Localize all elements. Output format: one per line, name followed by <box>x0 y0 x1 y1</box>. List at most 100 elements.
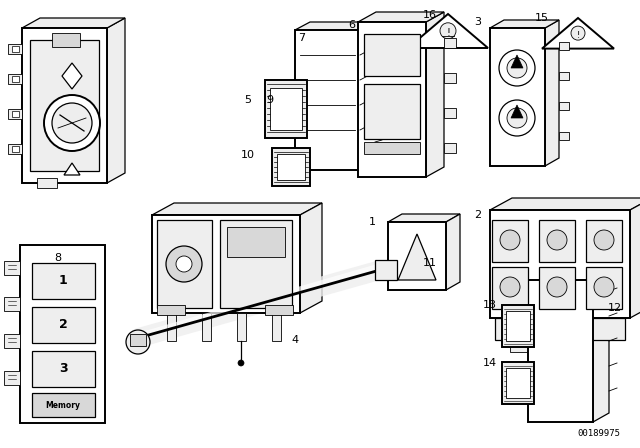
Bar <box>510 340 532 352</box>
Text: 16: 16 <box>423 10 437 20</box>
Circle shape <box>500 230 520 250</box>
Text: 10: 10 <box>241 150 255 160</box>
Bar <box>8 74 22 84</box>
Circle shape <box>507 58 527 78</box>
Bar <box>4 261 20 275</box>
Text: 3: 3 <box>474 17 481 27</box>
Bar <box>586 220 622 262</box>
Bar <box>559 102 569 110</box>
Bar <box>12 76 19 82</box>
Bar <box>32 307 95 343</box>
Bar <box>12 46 19 52</box>
Bar <box>444 108 456 118</box>
Text: 6: 6 <box>349 20 355 30</box>
Bar <box>375 260 397 280</box>
Text: 15: 15 <box>535 13 549 23</box>
Polygon shape <box>20 245 105 423</box>
Polygon shape <box>490 198 640 210</box>
Bar <box>495 318 625 340</box>
Bar <box>364 142 420 154</box>
Bar <box>270 88 302 130</box>
Bar <box>506 311 530 341</box>
Polygon shape <box>358 12 444 22</box>
Polygon shape <box>426 12 444 177</box>
Polygon shape <box>358 22 426 177</box>
Text: !: ! <box>446 28 450 38</box>
Bar <box>37 178 57 188</box>
Bar <box>492 267 528 309</box>
Text: !: ! <box>577 31 580 40</box>
Bar <box>8 109 22 119</box>
Bar <box>202 313 211 341</box>
Bar <box>539 267 575 309</box>
Bar <box>559 42 569 50</box>
Circle shape <box>547 230 567 250</box>
Bar <box>227 227 285 257</box>
Bar <box>492 220 528 262</box>
Polygon shape <box>22 18 125 28</box>
Text: 1: 1 <box>369 217 376 227</box>
Polygon shape <box>490 210 630 318</box>
Bar <box>157 220 212 308</box>
Bar <box>52 33 80 47</box>
Text: 1: 1 <box>59 275 67 288</box>
Bar <box>559 132 569 140</box>
Polygon shape <box>542 18 614 48</box>
Text: 00189975: 00189975 <box>577 429 620 438</box>
Circle shape <box>238 360 244 366</box>
Circle shape <box>507 108 527 128</box>
Polygon shape <box>22 28 107 183</box>
Circle shape <box>52 103 92 143</box>
Polygon shape <box>107 18 125 183</box>
Bar <box>364 84 420 139</box>
Bar <box>167 313 176 341</box>
Bar <box>8 144 22 154</box>
Polygon shape <box>511 105 523 118</box>
Bar <box>32 263 95 299</box>
Polygon shape <box>152 203 322 215</box>
Circle shape <box>44 95 100 151</box>
Bar <box>157 305 185 315</box>
Text: 2: 2 <box>59 319 67 332</box>
Bar <box>4 371 20 385</box>
Bar <box>444 38 456 48</box>
Bar <box>130 334 146 346</box>
Text: 12: 12 <box>608 303 622 313</box>
Bar <box>12 146 19 152</box>
Polygon shape <box>272 148 310 186</box>
Circle shape <box>499 50 535 86</box>
Text: 11: 11 <box>423 258 437 268</box>
Polygon shape <box>545 20 559 166</box>
Polygon shape <box>511 55 523 68</box>
Polygon shape <box>360 22 375 170</box>
Polygon shape <box>490 20 559 28</box>
Bar <box>364 34 420 76</box>
Polygon shape <box>388 214 460 222</box>
Polygon shape <box>295 30 360 170</box>
Polygon shape <box>528 271 609 280</box>
Bar <box>32 351 95 387</box>
Bar <box>8 44 22 54</box>
Bar <box>4 297 20 311</box>
Polygon shape <box>295 22 375 30</box>
Circle shape <box>500 277 520 297</box>
Polygon shape <box>62 63 82 89</box>
Bar <box>12 111 19 117</box>
Bar <box>586 267 622 309</box>
Bar <box>265 305 293 315</box>
Polygon shape <box>630 198 640 318</box>
Text: 9: 9 <box>266 95 273 105</box>
Bar <box>220 220 292 308</box>
Text: 5: 5 <box>244 95 252 105</box>
Polygon shape <box>446 214 460 290</box>
Text: Memory: Memory <box>45 401 81 409</box>
Bar <box>506 368 530 398</box>
Text: 14: 14 <box>483 358 497 368</box>
Polygon shape <box>490 28 545 166</box>
Polygon shape <box>64 163 80 175</box>
Polygon shape <box>398 234 436 280</box>
Polygon shape <box>528 280 593 422</box>
Polygon shape <box>152 215 300 313</box>
Bar <box>32 393 95 417</box>
Bar <box>272 313 281 341</box>
